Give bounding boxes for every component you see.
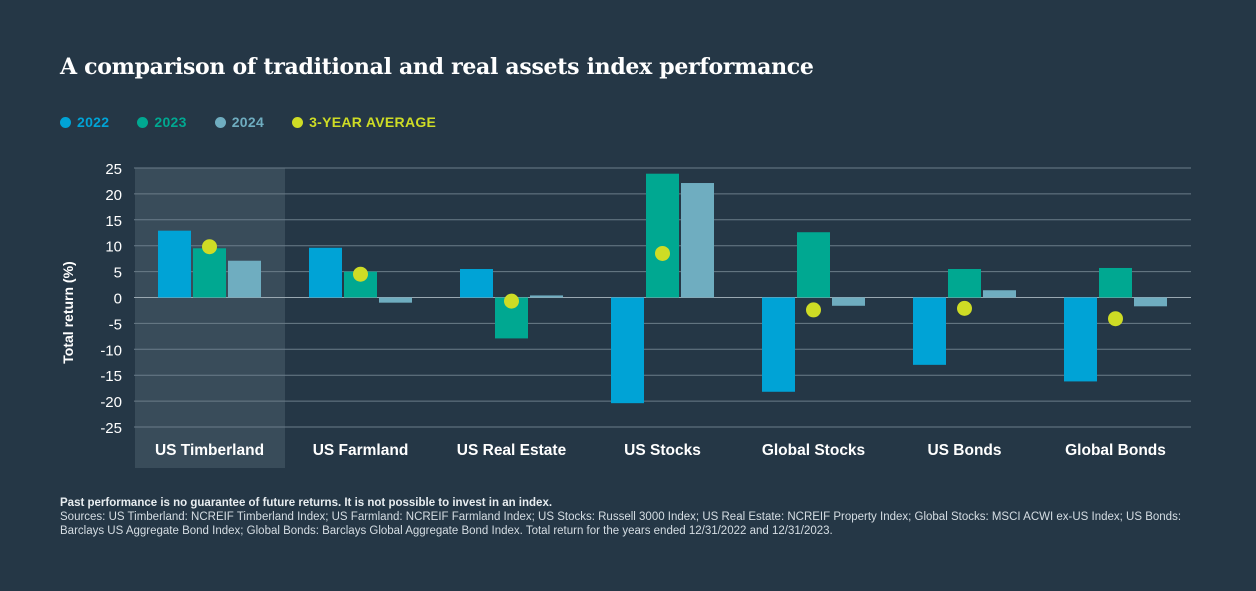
sources-note: Sources: US Timberland: NCREIF Timberlan… [60, 511, 1182, 537]
bar-2024 [1134, 297, 1167, 307]
average-marker [504, 293, 519, 309]
bars [158, 173, 1167, 404]
y-axis-label: Total return (%) [60, 261, 76, 363]
bar-2022 [158, 230, 191, 298]
legend-label-2024: 2024 [231, 114, 265, 130]
footer: Past performance is no guarantee of futu… [60, 496, 1195, 538]
y-tick-label: -10 [100, 342, 122, 359]
legend-swatch-2024 [214, 116, 226, 128]
average-markers [202, 239, 1123, 327]
legend: 2022 2023 2024 3-YEAR AVERAGE [60, 114, 436, 130]
y-axis-ticks: 25 20 15 10 5 0 -5 -10 -15 -20 -25 [100, 161, 122, 437]
y-tick-label: -5 [109, 316, 122, 333]
bar-2024 [228, 260, 261, 298]
legend-label-3-year-average: 3-YEAR AVERAGE [309, 114, 437, 130]
chart-title: A comparison of traditional and real ass… [60, 54, 814, 80]
legend-swatch-2023 [137, 116, 149, 128]
bar-2024 [832, 297, 865, 306]
bar-2024 [681, 183, 714, 298]
legend-label-2022: 2022 [77, 114, 110, 130]
y-tick-label: -15 [100, 368, 122, 385]
bar-2022 [1064, 297, 1097, 382]
category-highlight [135, 168, 285, 468]
average-marker [1108, 311, 1123, 327]
y-tick-label: -25 [100, 420, 122, 437]
average-marker [957, 300, 972, 316]
legend-item-2023: 2023 [137, 114, 186, 130]
bar-2023 [193, 248, 226, 298]
legend-item-2024: 2024 [214, 114, 265, 130]
x-tick-label: US Real Estate [457, 442, 567, 459]
x-tick-label: US Farmland [313, 442, 409, 459]
legend-label-2023: 2023 [154, 114, 187, 130]
bar-2022 [611, 297, 644, 404]
bar-2023 [1099, 267, 1132, 298]
bar-2023 [948, 269, 981, 298]
x-tick-label: US Bonds [927, 442, 1001, 459]
x-tick-label: US Timberland [155, 442, 264, 459]
average-marker [806, 302, 821, 318]
legend-swatch-3-year-average [292, 116, 304, 128]
bar-2022 [762, 297, 795, 392]
legend-swatch-2022 [60, 116, 71, 128]
bar-2022 [309, 247, 342, 298]
bar-2022 [913, 297, 946, 365]
x-axis-labels: US Timberland US Farmland US Real Estate US… [155, 442, 1166, 459]
y-tick-label: 15 [105, 213, 122, 230]
legend-item-3-year-average: 3-YEAR AVERAGE [292, 114, 436, 130]
x-tick-label: Global Bonds [1065, 442, 1166, 459]
y-tick-label: 10 [105, 239, 122, 256]
bar-2024 [983, 290, 1016, 298]
average-marker [655, 245, 670, 261]
average-marker [202, 239, 217, 255]
average-marker [353, 266, 368, 282]
y-tick-label: -20 [100, 394, 122, 411]
y-tick-label: 25 [105, 161, 122, 178]
y-tick-label: 5 [114, 265, 122, 282]
bar-2024 [379, 297, 412, 303]
bar-2022 [460, 269, 493, 298]
bar-2023 [646, 173, 679, 298]
legend-item-2022: 2022 [60, 114, 109, 130]
x-tick-label: Global Stocks [762, 442, 865, 459]
x-tick-label: US Stocks [624, 442, 701, 459]
bar-2023 [797, 232, 830, 298]
y-tick-label: 20 [105, 187, 122, 204]
bar-2024 [530, 295, 563, 298]
y-tick-label: 0 [114, 291, 122, 308]
disclaimer: Past performance is no guarantee of futu… [60, 497, 553, 509]
